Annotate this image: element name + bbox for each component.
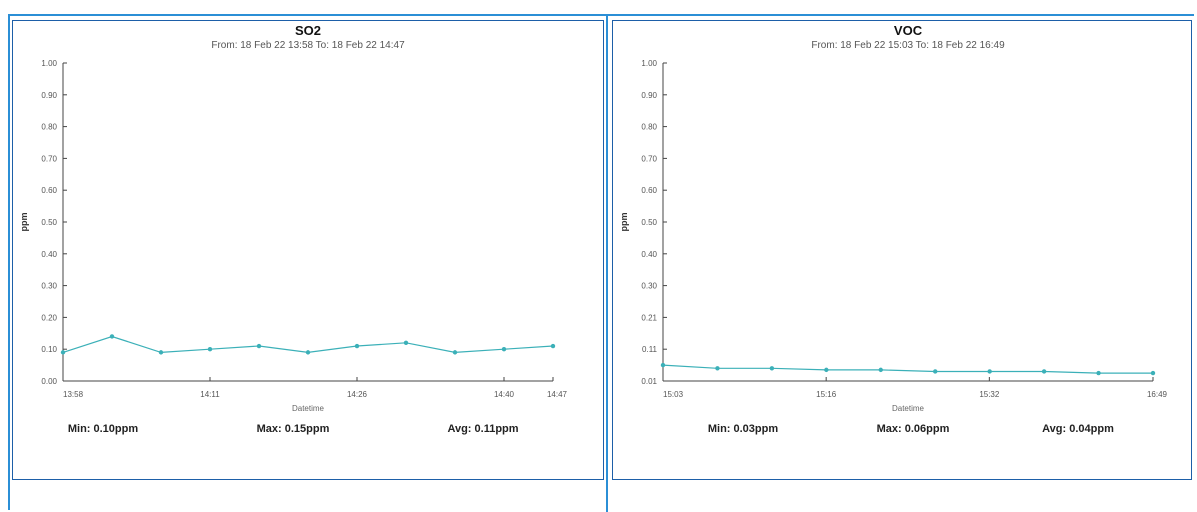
voc-data-point bbox=[715, 366, 720, 371]
so2-data-point bbox=[207, 347, 213, 352]
voc-max-stat: Max: 0.06ppm bbox=[877, 423, 950, 435]
so2-x-tick-label: 14:26 bbox=[347, 390, 368, 399]
voc-y-tick-label: 0.90 bbox=[641, 91, 657, 100]
voc-y-tick-label: 0.80 bbox=[641, 123, 657, 132]
so2-x-tick-label: 14:40 bbox=[494, 390, 515, 399]
voc-data-point bbox=[1041, 369, 1047, 374]
so2-data-point bbox=[158, 350, 164, 355]
so2-y-axis-label: ppm bbox=[19, 213, 29, 232]
voc-data-point bbox=[1096, 370, 1101, 376]
so2-series-line bbox=[62, 335, 554, 354]
voc-data-point bbox=[987, 369, 992, 374]
so2-y-tick-label: 0.10 bbox=[41, 345, 57, 354]
voc-chart-subtitle: From: 18 Feb 22 15:03 To: 18 Feb 22 16:4… bbox=[811, 40, 1005, 51]
voc-y-tick-label: 1.00 bbox=[641, 59, 657, 68]
voc-chart-title: VOC bbox=[894, 23, 923, 38]
so2-y-tick-label: 0.70 bbox=[41, 154, 57, 163]
so2-data-point bbox=[550, 343, 556, 349]
so2-data-point bbox=[403, 340, 409, 346]
so2-y-tick-label: 0.30 bbox=[41, 282, 57, 291]
voc-x-tick-label: 15:03 bbox=[663, 390, 684, 399]
so2-data-point bbox=[354, 343, 360, 349]
so2-chart-subtitle: From: 18 Feb 22 13:58 To: 18 Feb 22 14:4… bbox=[211, 40, 405, 51]
voc-y-tick-label: 0.60 bbox=[641, 186, 657, 195]
so2-x-axis-label: Datetime bbox=[292, 404, 325, 413]
so2-chart-title: SO2 bbox=[295, 23, 321, 38]
so2-data-point bbox=[501, 347, 507, 352]
so2-y-tick-label: 0.60 bbox=[41, 186, 57, 195]
so2-min-stat: Min: 0.10ppm bbox=[68, 423, 139, 435]
voc-data-point bbox=[1150, 370, 1156, 376]
voc-series-line bbox=[662, 364, 1153, 374]
so2-data-point bbox=[256, 343, 262, 349]
voc-y-tick-label: 0.50 bbox=[641, 218, 657, 227]
voc-data-point bbox=[660, 362, 666, 368]
voc-y-tick-label: 0.40 bbox=[641, 250, 657, 259]
voc-min-stat: Min: 0.03ppm bbox=[708, 423, 779, 435]
voc-y-tick-label: 0.70 bbox=[641, 154, 657, 163]
voc-y-tick-label: 0.21 bbox=[641, 313, 657, 322]
voc-data-point bbox=[769, 366, 775, 371]
column-divider bbox=[606, 14, 608, 512]
so2-avg-stat: Avg: 0.11ppm bbox=[447, 423, 518, 435]
so2-x-tick-label: 14:47 bbox=[547, 390, 568, 399]
voc-chart: VOC From: 18 Feb 22 15:03 To: 18 Feb 22 1… bbox=[619, 23, 1168, 435]
so2-chart: SO2 From: 18 Feb 22 13:58 To: 18 Feb 22 1… bbox=[19, 23, 568, 435]
voc-x-tick-label: 15:16 bbox=[816, 390, 837, 399]
voc-x-tick-label: 15:32 bbox=[979, 390, 1000, 399]
voc-avg-stat: Avg: 0.04ppm bbox=[1042, 423, 1114, 435]
voc-y-tick-label: 0.01 bbox=[641, 377, 657, 386]
so2-x-tick-label: 13:58 bbox=[63, 390, 84, 399]
voc-data-point bbox=[933, 369, 938, 374]
so2-data-point bbox=[109, 334, 115, 339]
so2-y-tick-label: 0.80 bbox=[41, 123, 57, 132]
so2-max-stat: Max: 0.15ppm bbox=[257, 423, 330, 435]
so2-data-point bbox=[60, 350, 66, 355]
so2-y-tick-label: 0.40 bbox=[41, 250, 57, 259]
voc-y-tick-label: 0.11 bbox=[642, 345, 658, 354]
voc-chart-panel: VOC From: 18 Feb 22 15:03 To: 18 Feb 22 1… bbox=[612, 20, 1192, 480]
so2-y-tick-label: 0.00 bbox=[41, 377, 57, 386]
voc-y-axis-label: ppm bbox=[619, 213, 629, 232]
so2-y-tick-label: 0.50 bbox=[41, 218, 57, 227]
so2-y-tick-label: 1.00 bbox=[41, 59, 57, 68]
so2-y-tick-label: 0.90 bbox=[41, 91, 57, 100]
voc-x-tick-label: 16:49 bbox=[1147, 390, 1168, 399]
voc-data-point bbox=[878, 367, 883, 373]
so2-chart-panel: SO2 From: 18 Feb 22 13:58 To: 18 Feb 22 1… bbox=[12, 20, 604, 480]
so2-data-point bbox=[452, 350, 458, 355]
voc-y-tick-label: 0.30 bbox=[641, 282, 657, 291]
page-frame bbox=[8, 14, 1194, 510]
so2-x-tick-label: 14:11 bbox=[200, 390, 220, 399]
voc-x-axis-label: Datetime bbox=[892, 404, 925, 413]
so2-data-point bbox=[305, 350, 311, 355]
so2-y-tick-label: 0.20 bbox=[41, 313, 57, 322]
voc-data-point bbox=[824, 367, 829, 373]
